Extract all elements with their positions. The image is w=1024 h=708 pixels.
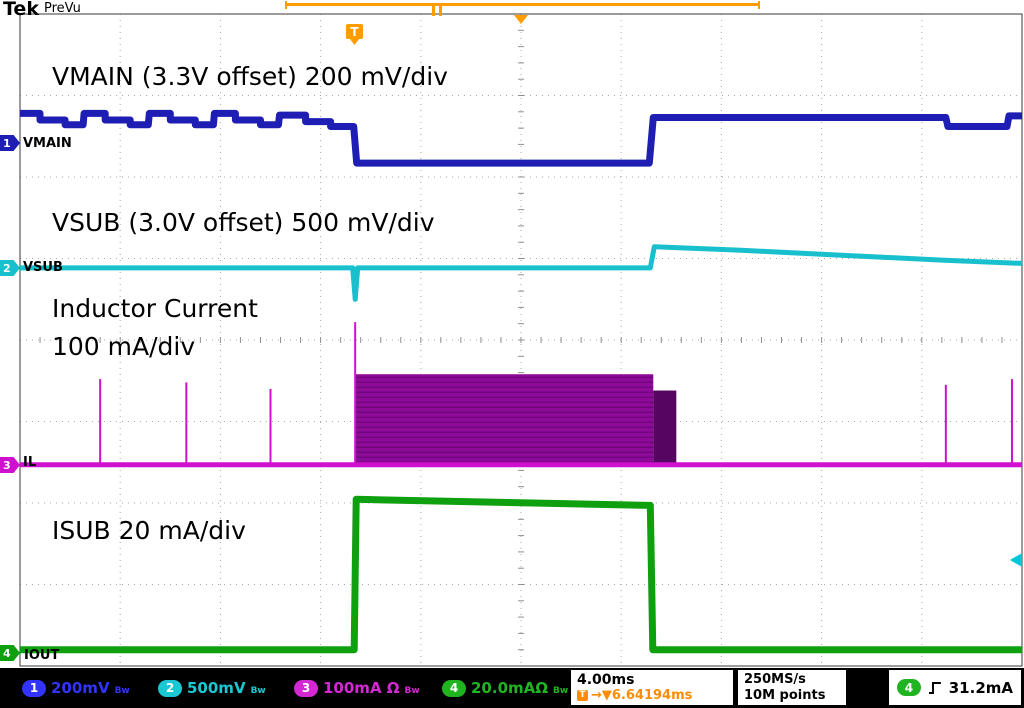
trigger-delay-value: →▼6.64194ms	[591, 688, 693, 703]
timebase-readout: 4.00ms	[577, 672, 635, 688]
channel-1-badge: 1	[22, 679, 46, 697]
annotation-inductor-scale: 100 mA/div	[52, 332, 196, 361]
channel-2-position-marker[interactable]: 2	[0, 260, 20, 276]
sample-rate: 250MS/s	[744, 672, 806, 687]
channel-1-position-marker[interactable]: 1	[0, 135, 20, 151]
trigger-readout-box[interactable]: 4 31.2mA	[888, 669, 1022, 706]
rising-edge-icon	[928, 681, 941, 694]
channel-3-label: IL	[23, 455, 37, 470]
trigger-time-flag-letter: T	[350, 25, 359, 39]
channel-2-readout[interactable]: 2 500mV Bw	[158, 668, 266, 708]
channel-2-badge: 2	[158, 679, 182, 697]
acquisition-window-bar	[285, 3, 760, 6]
acquisition-box: 250MS/s 10M points	[737, 669, 847, 706]
channel-2-bandwidth-icon: Bw	[250, 685, 266, 696]
channel-3-bandwidth-icon: Bw	[404, 685, 420, 696]
switching-burst	[355, 374, 654, 464]
brand: Tek PreVu	[3, 0, 81, 20]
channel-1-readout[interactable]: 1 200mV Bw	[22, 668, 130, 708]
trigger-position-readout: T →▼6.64194ms	[577, 688, 727, 703]
switching-burst	[653, 390, 677, 464]
channel-1-bandwidth-icon: Bw	[114, 685, 130, 696]
trigger-time-flag-pointer	[350, 39, 359, 45]
channel-1-label: VMAIN	[23, 136, 72, 151]
trigger-time-flag[interactable]	[346, 24, 363, 39]
channel-3-readout[interactable]: 3 100mA Ω Bw	[294, 668, 420, 708]
trigger-channel-badge: 4	[897, 679, 921, 696]
annotation-vsub: VSUB (3.0V offset) 500 mV/div	[52, 208, 435, 237]
channel-4-position-marker[interactable]: 4	[0, 645, 20, 661]
trigger-flag-icon: T	[577, 690, 588, 701]
channel-2-label: VSUB	[23, 260, 63, 275]
trigger-level-arrow[interactable]	[1010, 553, 1022, 567]
waveform-plot: T	[19, 1, 1023, 667]
channel-3-number: 3	[3, 458, 11, 472]
acq-bar-left-cap	[285, 1, 287, 9]
trigger-level-value: 31.2mA	[948, 678, 1013, 697]
channel-3-badge: 3	[294, 679, 318, 697]
trace-ch4	[20, 495, 1022, 654]
graticule-border	[19, 13, 1023, 667]
channel-4-bandwidth-icon: Bw	[553, 685, 569, 696]
channel-1-number: 1	[3, 136, 11, 150]
channel-4-number: 4	[3, 646, 11, 660]
channel-2-scale-value: 500mV	[187, 679, 246, 697]
acq-bar-right-cap	[758, 1, 760, 9]
record-length: 10M points	[744, 688, 826, 703]
channel-1-scale-value: 200mV	[51, 679, 110, 697]
trace-ch1	[20, 109, 1022, 167]
channel-2-number: 2	[3, 261, 11, 275]
annotation-vmain: VMAIN (3.3V offset) 200 mV/div	[52, 62, 448, 91]
reference-point-marker[interactable]	[514, 15, 528, 24]
channel-3-scale-value: 100mA Ω	[323, 679, 400, 697]
trace-ch2	[20, 244, 1023, 302]
window-bracket-icon	[432, 5, 435, 16]
status-bar: 1 200mV Bw 2 500mV Bw 3 100mA Ω Bw 4 20.…	[0, 668, 1024, 708]
channel-4-scale-value: 20.0mAΩ	[471, 679, 548, 697]
window-bracket-icon	[439, 5, 442, 16]
channel-3-position-marker[interactable]: 3	[0, 457, 20, 473]
channel-4-readout[interactable]: 4 20.0mAΩ Bw	[442, 668, 568, 708]
annotation-inductor-current: Inductor Current	[52, 294, 258, 323]
channel-4-label: IOUT	[24, 648, 60, 663]
brand-tek: Tek	[3, 0, 39, 20]
channel-4-badge: 4	[442, 679, 466, 697]
annotation-isub: ISUB 20 mA/div	[52, 516, 246, 545]
acquisition-mode: PreVu	[43, 1, 81, 16]
timebase-box[interactable]: 4.00ms T →▼6.64194ms	[570, 669, 734, 706]
